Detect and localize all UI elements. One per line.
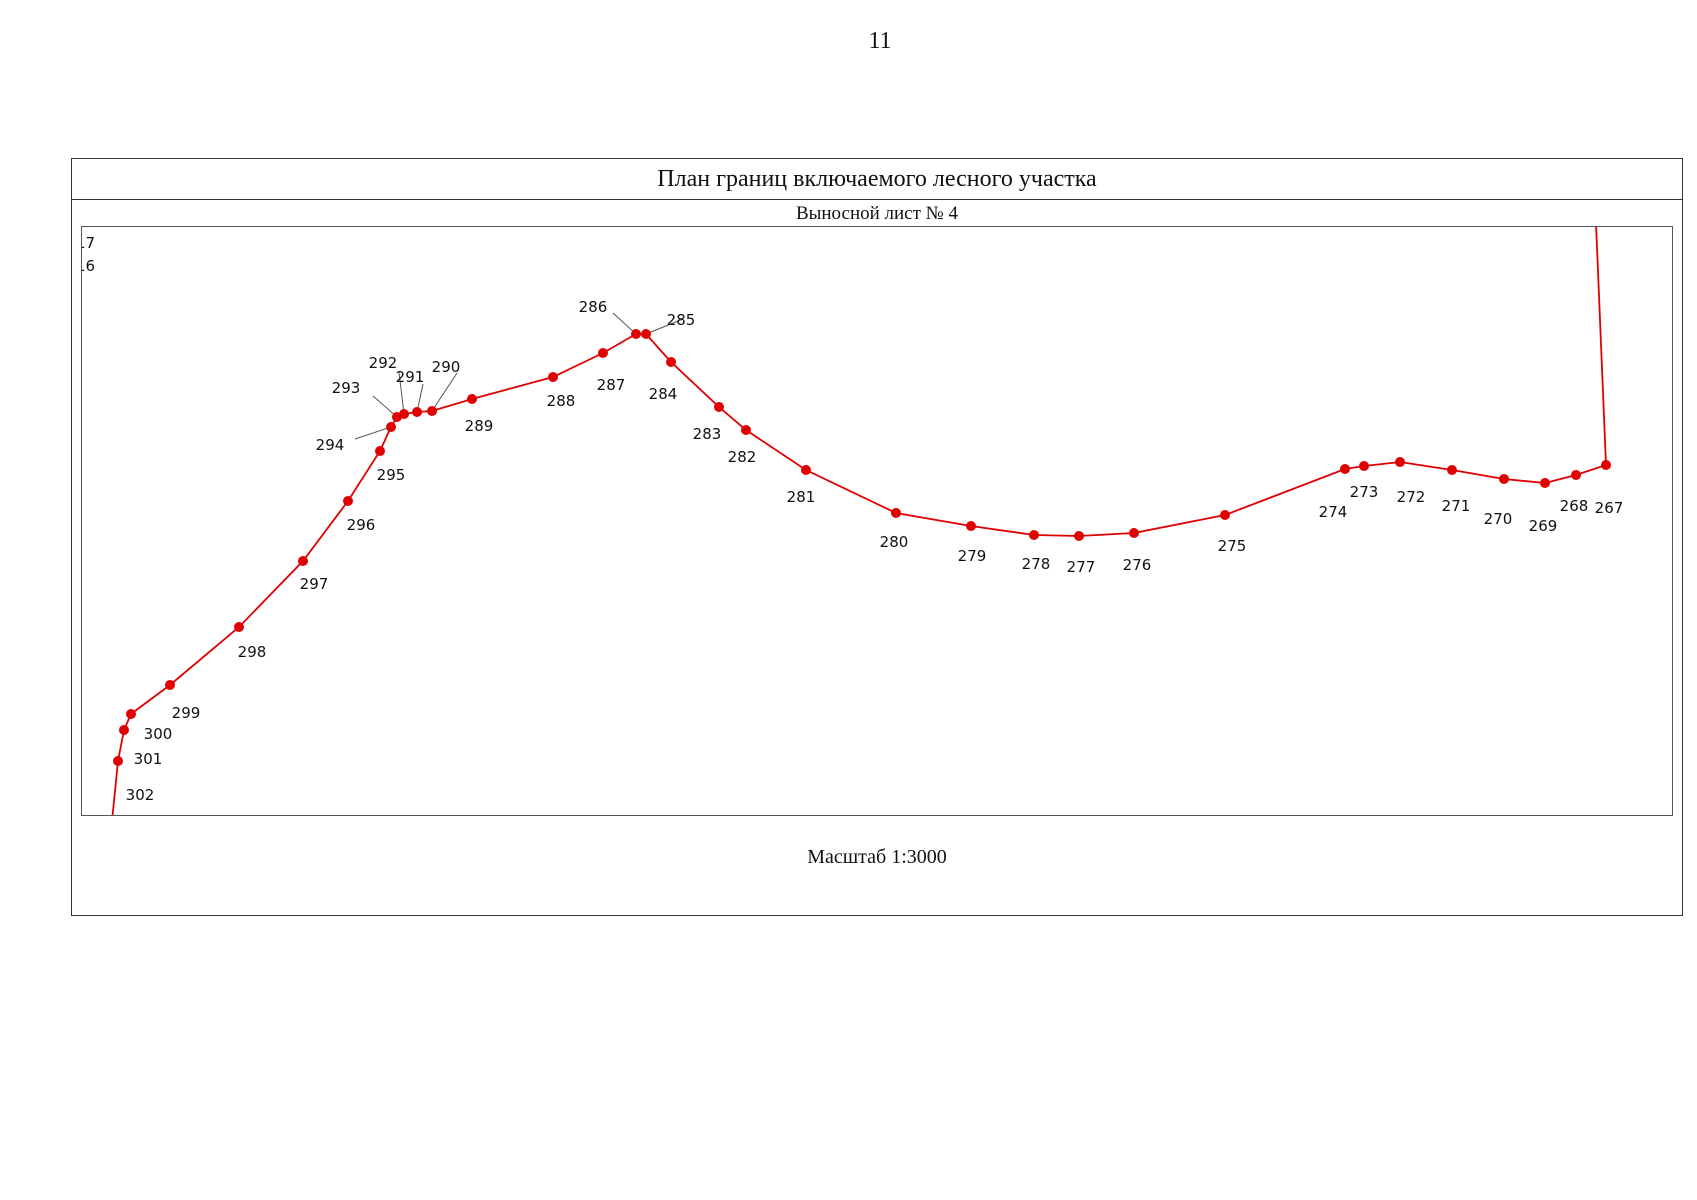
boundary-point-301 <box>119 725 129 735</box>
point-label-286: 286 <box>579 298 608 316</box>
boundary-point-271 <box>1447 465 1457 475</box>
edge-label-top: 17 <box>82 234 95 252</box>
point-label-293: 293 <box>332 379 361 397</box>
boundary-point-286 <box>631 329 641 339</box>
point-label-280: 280 <box>880 533 909 551</box>
point-label-278: 278 <box>1022 555 1051 573</box>
point-label-269: 269 <box>1529 517 1558 535</box>
point-label-275: 275 <box>1218 537 1247 555</box>
point-label-281: 281 <box>787 488 816 506</box>
boundary-point-291 <box>412 407 422 417</box>
point-label-295: 295 <box>377 466 406 484</box>
point-label-284: 284 <box>649 385 678 403</box>
leader-line-290 <box>431 372 458 412</box>
point-label-291: 291 <box>396 368 425 386</box>
boundary-point-297 <box>298 556 308 566</box>
point-label-268: 268 <box>1560 497 1589 515</box>
point-label-274: 274 <box>1319 503 1348 521</box>
boundary-point-287 <box>598 348 608 358</box>
point-label-290: 290 <box>432 358 461 376</box>
leader-line-292 <box>398 371 405 415</box>
point-label-299: 299 <box>172 704 201 722</box>
boundary-point-276 <box>1129 528 1139 538</box>
point-label-292: 292 <box>369 354 398 372</box>
point-label-273: 273 <box>1350 483 1379 501</box>
point-label-301: 301 <box>134 750 163 768</box>
point-label-282: 282 <box>728 448 757 466</box>
plan-frame: План границ включаемого лесного участка … <box>71 158 1683 916</box>
leader-line-286 <box>612 312 637 335</box>
boundary-point-295 <box>375 446 385 456</box>
leader-line-293 <box>372 395 398 418</box>
point-label-288: 288 <box>547 392 576 410</box>
boundary-point-299 <box>165 680 175 690</box>
leader-line-285 <box>645 318 684 335</box>
boundary-point-274 <box>1340 464 1350 474</box>
boundary-point-275 <box>1220 510 1230 520</box>
boundary-point-281 <box>801 465 811 475</box>
point-label-267: 267 <box>1595 499 1624 517</box>
leader-line-294 <box>354 426 392 440</box>
point-label-289: 289 <box>465 417 494 435</box>
boundary-point-282 <box>741 425 751 435</box>
boundary-point-302 <box>113 756 123 766</box>
boundary-point-285 <box>641 329 651 339</box>
leader-lines <box>354 312 684 440</box>
point-label-276: 276 <box>1123 556 1152 574</box>
boundary-point-290 <box>427 406 437 416</box>
boundary-point-298 <box>234 622 244 632</box>
boundary-point-277 <box>1074 531 1084 541</box>
boundary-line <box>111 227 1607 815</box>
point-label-294: 294 <box>316 436 345 454</box>
boundary-point-294 <box>386 422 396 432</box>
scale-label: Масштаб 1:3000 <box>807 846 947 868</box>
boundary-point-288 <box>548 372 558 382</box>
plan-title: План границ включаемого лесного участка <box>72 159 1682 200</box>
point-label-277: 277 <box>1067 558 1096 576</box>
point-label-272: 272 <box>1397 488 1426 506</box>
boundary-point-270 <box>1499 474 1509 484</box>
boundary-point-267 <box>1601 460 1611 470</box>
point-label-287: 287 <box>597 376 626 394</box>
point-label-296: 296 <box>347 516 376 534</box>
point-label-285: 285 <box>667 311 696 329</box>
boundary-point-272 <box>1395 457 1405 467</box>
boundary-point-279 <box>966 521 976 531</box>
boundary-point-289 <box>467 394 477 404</box>
boundary-point-269 <box>1540 478 1550 488</box>
boundary-point-278 <box>1029 530 1039 540</box>
point-label-297: 297 <box>300 575 329 593</box>
point-label-300: 300 <box>144 725 173 743</box>
point-label-271: 271 <box>1442 497 1471 515</box>
boundary-point-280 <box>891 508 901 518</box>
boundary-point-293 <box>392 412 402 422</box>
boundary-point-284 <box>666 357 676 367</box>
boundary-point-296 <box>343 496 353 506</box>
boundary-point-283 <box>714 402 724 412</box>
point-label-298: 298 <box>238 643 267 661</box>
page-number: 11 <box>868 28 892 54</box>
point-label-283: 283 <box>693 425 722 443</box>
sheet-label: Выносной лист № 4 <box>795 203 959 224</box>
map-viewport: 267 268 269 270 271 272 273 274 275 276 277 278 279 2… <box>81 226 1673 816</box>
point-label-302: 302 <box>126 786 155 804</box>
point-label-279: 279 <box>958 547 987 565</box>
boundary-point-268 <box>1571 470 1581 480</box>
edge-label-second: 16 <box>82 257 95 275</box>
point-label-270: 270 <box>1484 510 1513 528</box>
boundary-points <box>113 329 1611 766</box>
boundary-point-273 <box>1359 461 1369 471</box>
boundary-point-300 <box>126 709 136 719</box>
